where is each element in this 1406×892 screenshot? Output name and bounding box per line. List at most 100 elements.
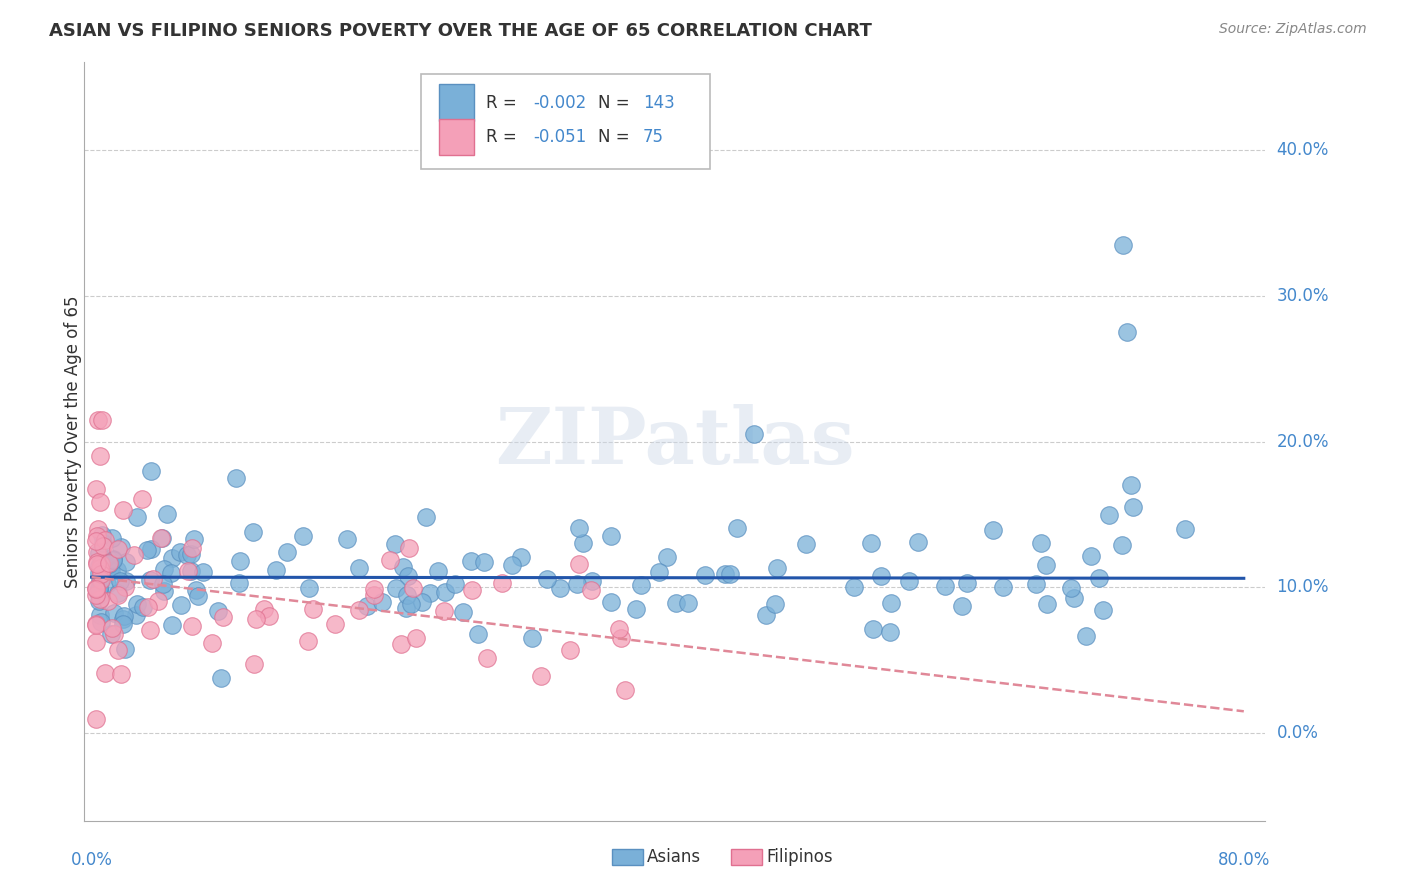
Point [136,542,159,557]
Text: 80.0%: 80.0% [1218,851,1270,869]
Point [396,589,419,603]
Point [89,449,111,463]
Point [725,521,748,535]
FancyBboxPatch shape [420,74,710,169]
Point [112,503,135,517]
Point [160,618,183,632]
Point [103,606,125,620]
Point [125,597,148,611]
Point [581,574,603,589]
Point [548,581,571,595]
Point [87,566,110,580]
Point [411,595,433,609]
Point [398,541,420,555]
Point [90,566,112,581]
Text: 143: 143 [643,94,675,112]
Point [475,650,498,665]
Point [426,564,449,578]
Point [402,581,425,595]
Text: -0.051: -0.051 [533,128,586,145]
Point [934,579,956,593]
Point [242,657,264,671]
Point [742,427,765,442]
Point [209,671,232,685]
Point [1060,582,1083,596]
Point [90,564,112,578]
Point [1091,602,1114,616]
Point [139,573,162,587]
Point [180,541,202,555]
Point [153,562,176,576]
Point [87,582,110,597]
Point [228,575,250,590]
Point [132,600,155,615]
Point [600,595,623,609]
Point [385,582,408,596]
Point [100,627,122,641]
Point [177,564,200,578]
Point [110,666,132,681]
Point [253,602,276,616]
Point [880,596,903,610]
Point [395,601,418,615]
Point [693,567,716,582]
Point [86,557,108,571]
Point [112,609,135,624]
Point [536,573,558,587]
Point [1122,500,1144,515]
Point [433,584,456,599]
Point [112,616,135,631]
Point [84,616,107,631]
Point [180,619,202,633]
Point [94,665,117,680]
Point [86,412,108,426]
Point [139,542,162,557]
Text: 20.0%: 20.0% [1277,433,1329,450]
Point [156,507,179,521]
Text: ASIAN VS FILIPINO SENIORS POVERTY OVER THE AGE OF 65 CORRELATION CHART: ASIAN VS FILIPINO SENIORS POVERTY OVER T… [49,22,872,40]
Point [1111,538,1133,552]
Y-axis label: Seniors Poverty Over the Age of 65: Seniors Poverty Over the Age of 65 [65,295,82,588]
Point [125,608,148,623]
Point [225,471,247,485]
Point [363,588,385,602]
Point [84,534,107,549]
Point [298,581,321,595]
Point [981,523,1004,537]
Point [1097,508,1119,522]
Point [86,555,108,569]
Point [415,510,437,524]
Point [84,617,107,632]
Point [433,604,456,618]
Text: R =: R = [486,128,522,145]
Point [266,563,288,577]
Point [131,492,153,507]
Point [87,588,110,602]
Point [568,521,591,535]
Point [110,540,132,554]
Point [1035,558,1057,573]
Point [522,631,544,645]
Point [665,595,688,609]
Point [391,560,413,574]
Point [183,533,205,547]
Point [86,529,108,543]
Point [187,590,209,604]
Point [558,643,581,657]
Point [794,536,817,550]
Point [87,546,110,560]
Point [84,482,107,496]
Text: R =: R = [486,94,522,112]
Point [763,597,786,611]
Point [87,582,110,596]
Point [572,536,595,550]
Point [626,601,648,615]
Point [1088,570,1111,584]
Point [1074,629,1097,643]
Point [842,580,865,594]
Point [714,567,737,582]
Point [105,563,128,577]
Point [89,573,111,587]
Point [180,564,202,578]
Point [89,495,111,509]
